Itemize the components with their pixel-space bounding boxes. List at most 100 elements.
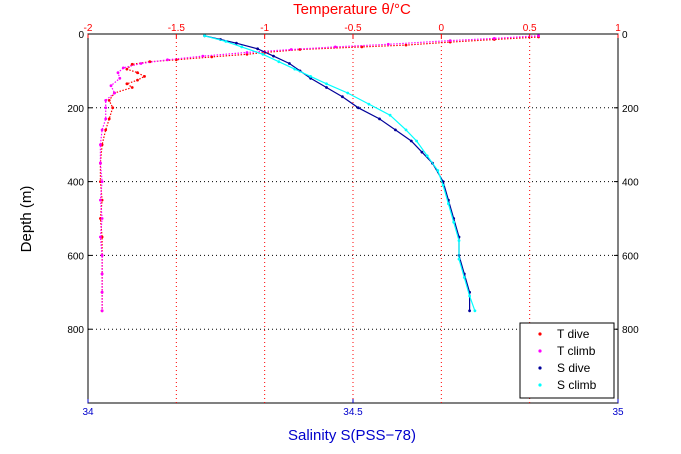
data-point — [448, 39, 452, 42]
bottom-tick-label: 34.5 — [343, 407, 363, 418]
data-point — [100, 128, 104, 132]
data-point — [425, 154, 429, 158]
top-tick-label: 0 — [439, 23, 445, 34]
data-point — [452, 220, 456, 224]
data-point — [104, 99, 108, 102]
legend-marker — [538, 366, 542, 370]
data-point — [118, 76, 122, 80]
top-tick-label: -1 — [260, 23, 269, 34]
data-point — [107, 117, 111, 121]
data-point — [293, 67, 297, 71]
legend-label: S dive — [557, 361, 591, 375]
data-point — [367, 102, 371, 106]
legend-label: T dive — [557, 327, 590, 341]
data-point — [386, 42, 390, 46]
right-tick-label: 0 — [622, 30, 628, 41]
data-point — [420, 150, 424, 154]
data-point — [394, 128, 397, 132]
bottom-axis-title: Salinity S(PSS−78) — [288, 427, 416, 444]
data-point — [436, 169, 440, 172]
data-point — [457, 239, 461, 243]
data-point — [100, 272, 104, 276]
data-point — [346, 91, 350, 95]
data-point — [333, 45, 337, 49]
data-point — [136, 78, 139, 82]
data-point — [210, 55, 214, 59]
data-point — [100, 217, 104, 220]
data-point — [309, 75, 312, 78]
data-point — [201, 54, 205, 58]
legend-box — [519, 322, 615, 399]
data-point — [457, 257, 461, 261]
top-tick-label: -0.5 — [344, 23, 362, 34]
top-tick-label: 0.5 — [523, 23, 537, 34]
data-point — [256, 47, 259, 51]
series-trace — [99, 35, 539, 311]
data-point — [235, 41, 238, 45]
data-point — [441, 183, 445, 187]
grid-lines — [88, 34, 618, 403]
top-tick-label: -1.5 — [168, 23, 186, 34]
data-point — [277, 60, 281, 64]
data-point — [537, 34, 540, 38]
data-point — [125, 82, 129, 86]
top-tick-label: -2 — [84, 23, 93, 34]
left-tick-label: 800 — [67, 325, 84, 336]
bottom-tick-label: 34 — [82, 407, 94, 418]
data-point — [143, 75, 146, 78]
data-point — [107, 99, 111, 102]
left-tick-label: 200 — [67, 104, 84, 115]
right-tick-label: 200 — [622, 104, 639, 115]
data-point — [468, 294, 471, 298]
top-tick-label: 1 — [615, 23, 621, 34]
data-point — [325, 86, 328, 89]
right-tick-label: 800 — [622, 325, 639, 336]
y-axis-title: Depth (m) — [18, 186, 35, 253]
data-point — [100, 180, 104, 184]
data-point — [104, 128, 108, 132]
data-point — [104, 106, 108, 110]
data-point — [166, 58, 169, 62]
data-point — [473, 309, 477, 313]
data-point — [468, 309, 471, 313]
data-point — [116, 71, 120, 75]
data-point — [356, 106, 360, 110]
left-tick-label: 400 — [67, 178, 84, 189]
data-point — [245, 51, 249, 54]
data-point — [240, 45, 244, 49]
data-point — [203, 34, 207, 38]
data-point — [99, 161, 102, 165]
top-axis-title: Temperature θ/°C — [293, 1, 411, 18]
data-point — [99, 235, 102, 239]
data-point — [378, 117, 381, 121]
data-point — [261, 52, 265, 56]
legend-marker — [538, 349, 542, 353]
data-point — [492, 37, 496, 40]
series-t-climb — [99, 34, 540, 313]
data-point — [224, 40, 228, 43]
data-point — [289, 48, 293, 51]
data-point — [130, 62, 134, 66]
data-point — [341, 95, 344, 99]
data-point — [415, 139, 418, 143]
data-point — [325, 82, 328, 86]
left-tick-label: 600 — [67, 251, 84, 262]
data-point — [99, 143, 102, 147]
legend-label: T climb — [557, 344, 596, 358]
data-point — [136, 71, 139, 75]
legend-marker — [538, 383, 542, 387]
data-point — [462, 276, 466, 279]
data-point — [272, 54, 275, 58]
left-tick-label: 0 — [78, 30, 84, 41]
data-point — [99, 198, 102, 202]
series-s-climb — [203, 34, 477, 313]
data-point — [121, 66, 125, 70]
legend-marker — [538, 332, 542, 336]
data-point — [113, 91, 116, 95]
legend: T dive T climb S dive S climb — [519, 322, 615, 399]
data-point — [109, 84, 113, 88]
data-point — [409, 139, 413, 143]
data-point — [447, 202, 450, 206]
